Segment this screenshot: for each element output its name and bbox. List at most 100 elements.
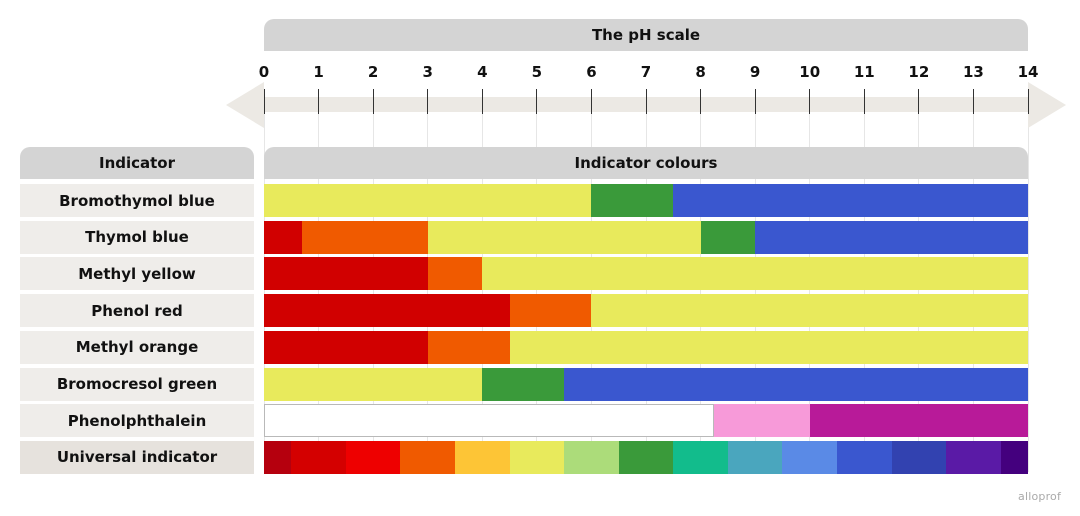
ph-tick-label: 12 [908, 63, 930, 81]
ph-tick-mark [809, 89, 811, 114]
indicator-column-header: Indicator [20, 147, 254, 179]
colour-range-segment [509, 440, 565, 474]
brand-watermark: alloprof [1018, 490, 1062, 503]
ph-guide-line [590, 114, 592, 472]
ph-tick-mark [481, 89, 483, 114]
colour-range-segment [509, 330, 1028, 364]
colour-range-segment [264, 294, 510, 328]
indicator-colours-header: Indicator colours [264, 147, 1028, 179]
colour-range-segment [782, 440, 837, 474]
ph-guide-line [372, 114, 374, 472]
indicator-name: Universal indicator [20, 440, 254, 474]
colour-range-segment [427, 220, 701, 254]
indicator-colour-bar [264, 367, 1028, 401]
colour-range-segment [946, 440, 1001, 474]
indicator-colour-bar [264, 404, 1028, 438]
indicator-colour-bar [264, 294, 1028, 328]
colour-range-segment [482, 257, 1028, 291]
ph-tick-label: 10 [799, 63, 821, 81]
colour-range-segment [700, 220, 756, 254]
ph-guide-line [427, 114, 429, 472]
colour-range-segment [564, 440, 619, 474]
colour-range-segment [264, 184, 592, 217]
ph-guide-line [318, 114, 320, 472]
colour-range-segment [714, 404, 810, 438]
ph-tick-label: 8 [695, 63, 706, 81]
ph-tick-mark [590, 89, 592, 114]
ph-tick-mark [536, 89, 538, 114]
colour-range-segment [591, 294, 1028, 328]
colour-range-segment [427, 257, 483, 291]
ph-tick-mark [918, 89, 920, 114]
arrow-right-icon [1028, 82, 1066, 128]
indicator-name: Thymol blue [20, 220, 254, 254]
ph-tick-mark [754, 89, 756, 114]
colour-range-segment [891, 440, 947, 474]
colour-range-segment [482, 367, 565, 401]
colour-range-segment [345, 440, 401, 474]
ph-guide-line [809, 114, 811, 472]
ph-tick-mark [972, 89, 974, 114]
ph-guide-line [754, 114, 756, 472]
colour-range-segment [264, 440, 292, 474]
ph-tick-mark [1027, 89, 1029, 114]
colour-range-segment [264, 404, 715, 438]
ph-tick-label: 2 [367, 63, 379, 81]
ph-tick-mark [645, 89, 647, 114]
ph-tick-label: 1 [313, 63, 324, 81]
colour-range-segment [264, 220, 303, 254]
colour-range-segment [591, 184, 674, 217]
ph-tick-mark [372, 89, 374, 114]
ph-tick-label: 13 [962, 63, 984, 81]
ph-tick-label: 9 [749, 63, 761, 81]
ph-tick-label: 11 [853, 63, 875, 81]
ph-tick-label: 14 [1017, 63, 1039, 81]
colour-range-segment [837, 440, 892, 474]
ph-guide-line [481, 114, 483, 472]
ph-tick-mark [863, 89, 865, 114]
colour-range-segment [400, 440, 455, 474]
colour-range-segment [264, 367, 483, 401]
colour-range-segment [1000, 440, 1028, 474]
colour-range-segment [302, 220, 428, 254]
indicator-name: Methyl yellow [20, 257, 254, 291]
colour-range-segment [809, 404, 1028, 438]
ph-guide-line [263, 114, 265, 472]
indicator-name: Bromothymol blue [20, 184, 254, 217]
colour-range-segment [264, 257, 428, 291]
colour-range-segment [509, 294, 592, 328]
ph-tick-mark [427, 89, 429, 114]
indicator-colour-bar [264, 257, 1028, 291]
ph-tick-label: 0 [258, 63, 270, 81]
colour-range-segment [264, 330, 428, 364]
colour-range-segment [427, 330, 510, 364]
indicator-name: Bromocresol green [20, 367, 254, 401]
ph-guide-line [1027, 114, 1029, 472]
colour-range-segment [291, 440, 346, 474]
colour-range-segment [673, 184, 1028, 217]
indicator-name: Phenol red [20, 294, 254, 328]
ph-tick-label: 3 [422, 63, 433, 81]
ph-guide-line [863, 114, 865, 472]
colour-range-segment [618, 440, 674, 474]
indicator-colour-bar [264, 220, 1028, 254]
indicator-colour-bar [264, 184, 1028, 217]
ph-tick-label: 6 [586, 63, 597, 81]
ph-guide-line [700, 114, 702, 472]
ph-guide-line [972, 114, 974, 472]
indicator-colour-bar [264, 440, 1028, 474]
colour-range-segment [564, 367, 1028, 401]
ph-tick-mark [263, 89, 265, 114]
ph-tick-label: 5 [531, 63, 543, 81]
indicator-name: Methyl orange [20, 330, 254, 364]
ph-tick-label: 4 [477, 63, 488, 81]
ph-guide-line [645, 114, 647, 472]
colour-range-segment [673, 440, 728, 474]
ph-guide-line [918, 114, 920, 472]
arrow-left-icon [226, 82, 264, 128]
colour-range-segment [727, 440, 783, 474]
ph-scale-title: The pH scale [264, 19, 1028, 51]
ph-tick-mark [700, 89, 702, 114]
colour-range-segment [455, 440, 510, 474]
ph-tick-mark [318, 89, 320, 114]
